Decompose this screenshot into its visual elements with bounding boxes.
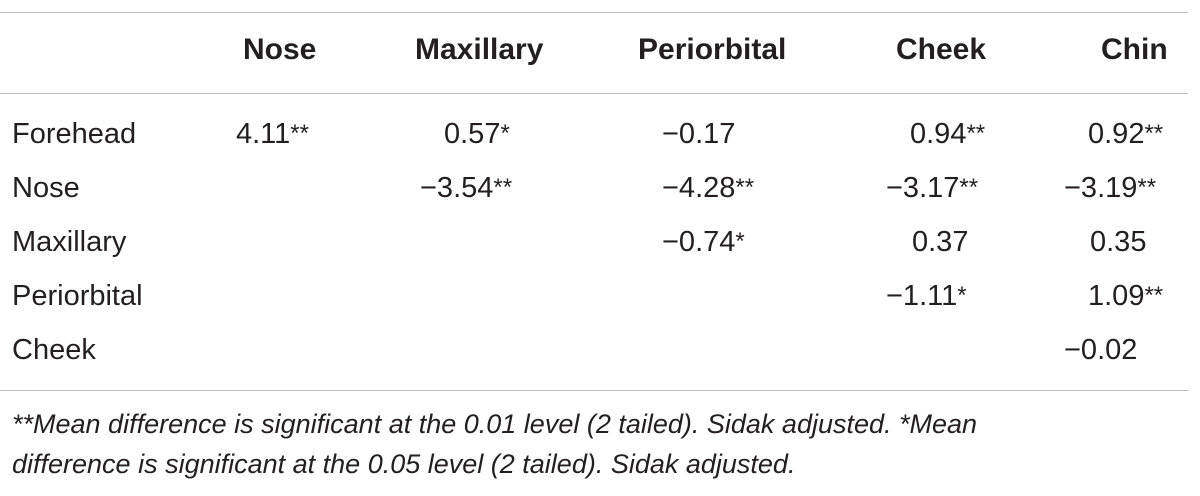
cell-nose-maxillary: −3.54** xyxy=(420,172,513,204)
cell-nose-periorbital: −4.28** xyxy=(662,172,755,204)
row-label-periorbital: Periorbital xyxy=(12,280,143,312)
cell-periorbital-chin: 1.09** xyxy=(1088,280,1164,312)
cell-forehead-periorbital: −0.17 xyxy=(662,118,736,150)
cell-maxillary-chin: 0.35 xyxy=(1090,226,1147,258)
table-top-rule xyxy=(0,12,1188,13)
cell-cheek-chin: −0.02 xyxy=(1064,334,1138,366)
column-header-maxillary: Maxillary xyxy=(415,33,544,66)
cell-forehead-cheek: 0.94** xyxy=(910,118,986,150)
footnote-line-2: difference is significant at the 0.05 le… xyxy=(12,449,796,479)
cell-maxillary-periorbital: −0.74* xyxy=(662,226,745,258)
column-header-periorbital: Periorbital xyxy=(638,33,787,66)
row-label-maxillary: Maxillary xyxy=(12,226,127,258)
cell-nose-chin: −3.19** xyxy=(1064,172,1157,204)
column-header-chin: Chin xyxy=(1101,33,1168,66)
row-label-cheek: Cheek xyxy=(12,334,96,366)
table-bottom-rule xyxy=(0,390,1188,391)
cell-forehead-maxillary: 0.57* xyxy=(444,118,510,150)
header-rule xyxy=(0,93,1188,94)
footnote-line-1: **Mean difference is significant at the … xyxy=(12,409,978,439)
table-footnote: **Mean difference is significant at the … xyxy=(12,404,1192,484)
column-header-nose: Nose xyxy=(243,33,317,66)
row-label-forehead: Forehead xyxy=(12,118,137,150)
cell-nose-cheek: −3.17** xyxy=(886,172,979,204)
cell-periorbital-cheek: −1.11* xyxy=(886,280,967,312)
cell-maxillary-cheek: 0.37 xyxy=(912,226,969,258)
cell-forehead-nose: 4.11** xyxy=(236,118,309,150)
column-header-cheek: Cheek xyxy=(896,33,987,66)
cell-forehead-chin: 0.92** xyxy=(1088,118,1164,150)
row-label-nose: Nose xyxy=(12,172,80,204)
